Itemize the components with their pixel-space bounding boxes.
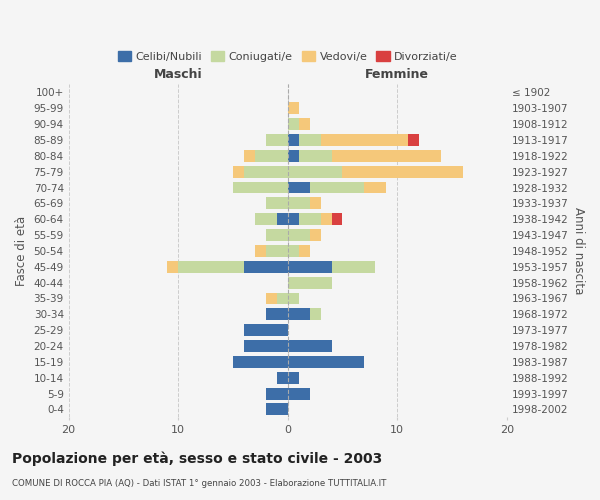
Bar — [287, 182, 310, 194]
Bar — [331, 214, 343, 225]
Bar — [266, 388, 287, 400]
Bar — [287, 388, 310, 400]
Bar — [244, 261, 287, 272]
Bar — [255, 214, 277, 225]
Bar — [287, 276, 331, 288]
Bar — [266, 404, 287, 415]
Bar — [299, 245, 310, 257]
Bar — [287, 150, 299, 162]
Bar — [244, 166, 287, 177]
Bar — [310, 198, 320, 209]
Bar — [364, 182, 386, 194]
Bar — [277, 214, 287, 225]
Bar — [233, 166, 244, 177]
Bar — [266, 245, 287, 257]
Text: Popolazione per età, sesso e stato civile - 2003: Popolazione per età, sesso e stato civil… — [12, 451, 382, 466]
Text: COMUNE DI ROCCA PIA (AQ) - Dati ISTAT 1° gennaio 2003 - Elaborazione TUTTITALIA.: COMUNE DI ROCCA PIA (AQ) - Dati ISTAT 1°… — [12, 479, 386, 488]
Bar — [287, 229, 310, 241]
Bar — [277, 292, 287, 304]
Bar — [287, 166, 343, 177]
Bar — [299, 150, 332, 162]
Text: Maschi: Maschi — [154, 68, 202, 82]
Bar — [331, 150, 441, 162]
Text: Femmine: Femmine — [365, 68, 429, 82]
Bar — [244, 340, 287, 352]
Bar — [287, 261, 331, 272]
Bar — [310, 308, 320, 320]
Bar — [244, 324, 287, 336]
Bar — [233, 356, 287, 368]
Bar — [287, 292, 299, 304]
Bar — [320, 214, 332, 225]
Bar — [287, 198, 310, 209]
Bar — [343, 166, 463, 177]
Bar — [408, 134, 419, 146]
Bar — [287, 214, 299, 225]
Bar — [299, 214, 320, 225]
Bar — [287, 340, 331, 352]
Bar — [320, 134, 408, 146]
Bar — [167, 261, 178, 272]
Bar — [244, 150, 255, 162]
Bar — [287, 134, 299, 146]
Bar — [299, 118, 310, 130]
Bar — [266, 308, 287, 320]
Bar — [310, 182, 364, 194]
Bar — [331, 261, 376, 272]
Bar — [287, 102, 299, 114]
Y-axis label: Fasce di età: Fasce di età — [15, 216, 28, 286]
Bar — [277, 372, 287, 384]
Bar — [178, 261, 244, 272]
Bar — [287, 372, 299, 384]
Bar — [287, 245, 299, 257]
Bar — [310, 229, 320, 241]
Bar — [233, 182, 287, 194]
Bar — [266, 229, 287, 241]
Bar — [287, 356, 364, 368]
Bar — [255, 150, 287, 162]
Bar — [255, 245, 266, 257]
Legend: Celibi/Nubili, Coniugati/e, Vedovi/e, Divorziati/e: Celibi/Nubili, Coniugati/e, Vedovi/e, Di… — [113, 47, 462, 66]
Bar — [266, 134, 287, 146]
Bar — [266, 292, 277, 304]
Bar — [299, 134, 320, 146]
Bar — [266, 198, 287, 209]
Bar — [287, 308, 310, 320]
Y-axis label: Anni di nascita: Anni di nascita — [572, 207, 585, 294]
Bar — [287, 118, 299, 130]
